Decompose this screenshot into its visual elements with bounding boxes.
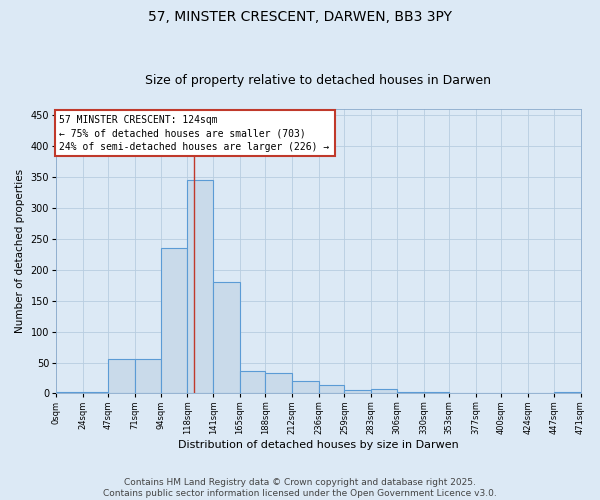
Bar bbox=[161, 248, 187, 394]
Bar bbox=[319, 386, 344, 394]
Bar bbox=[554, 392, 581, 394]
Bar bbox=[109, 360, 135, 394]
Bar bbox=[187, 180, 213, 394]
Title: Size of property relative to detached houses in Darwen: Size of property relative to detached ho… bbox=[145, 74, 491, 87]
Bar bbox=[135, 360, 161, 394]
Text: Contains HM Land Registry data © Crown copyright and database right 2025.
Contai: Contains HM Land Registry data © Crown c… bbox=[103, 478, 497, 498]
Bar bbox=[449, 393, 476, 394]
Bar bbox=[240, 370, 265, 394]
Bar bbox=[56, 392, 83, 394]
Bar bbox=[397, 392, 424, 394]
Bar bbox=[371, 389, 397, 394]
Bar bbox=[344, 390, 371, 394]
Bar bbox=[265, 373, 292, 394]
Y-axis label: Number of detached properties: Number of detached properties bbox=[15, 169, 25, 334]
Bar bbox=[292, 380, 319, 394]
Text: 57 MINSTER CRESCENT: 124sqm
← 75% of detached houses are smaller (703)
24% of se: 57 MINSTER CRESCENT: 124sqm ← 75% of det… bbox=[59, 115, 330, 152]
Bar bbox=[476, 393, 502, 394]
Text: 57, MINSTER CRESCENT, DARWEN, BB3 3PY: 57, MINSTER CRESCENT, DARWEN, BB3 3PY bbox=[148, 10, 452, 24]
Bar bbox=[83, 392, 109, 394]
Bar bbox=[213, 282, 240, 394]
X-axis label: Distribution of detached houses by size in Darwen: Distribution of detached houses by size … bbox=[178, 440, 458, 450]
Bar bbox=[424, 392, 449, 394]
